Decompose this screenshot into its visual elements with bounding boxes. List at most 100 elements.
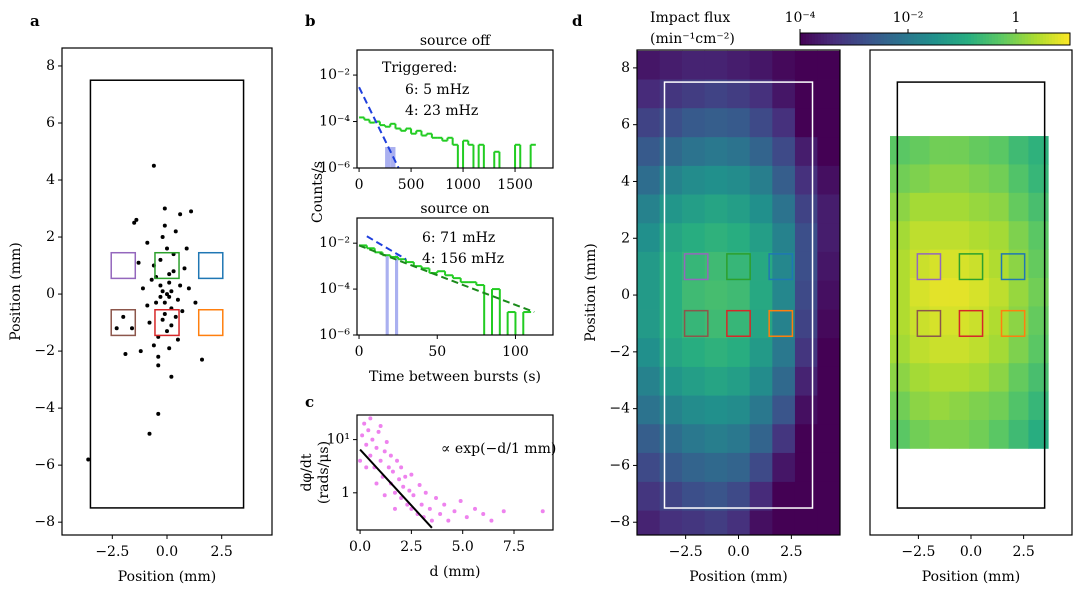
colorbar-tick-label: 1 xyxy=(1012,10,1021,26)
scatter-point xyxy=(86,457,91,462)
colorbar-strip xyxy=(881,33,885,45)
y-tick-label: 6 xyxy=(46,115,55,131)
heatmap-cell xyxy=(794,366,818,396)
heatmap-cell xyxy=(659,165,683,195)
heatmap-cell xyxy=(637,108,661,138)
heatmap-cell xyxy=(988,164,1010,194)
heatmap-cell xyxy=(704,366,728,396)
colorbar-strip xyxy=(1049,33,1053,45)
scatter-point xyxy=(123,351,128,356)
heatmap-cell xyxy=(704,251,728,281)
heatmap-cell xyxy=(727,395,751,425)
colorbar-strip xyxy=(992,33,996,45)
heatmap-cell xyxy=(988,334,1010,364)
heatmap-cell xyxy=(817,424,840,454)
heatmap-cell xyxy=(727,79,751,109)
scatter-point xyxy=(419,502,424,507)
annotation: 4: 156 mHz xyxy=(422,251,504,267)
colorbar-strip xyxy=(851,33,855,45)
y-tick-label: −8 xyxy=(34,514,55,530)
scatter-point xyxy=(429,518,434,523)
y-tick-label: 10¹ xyxy=(327,432,350,448)
colorbar-strip xyxy=(839,33,843,45)
scatter-point xyxy=(169,323,174,328)
colorbar-strip xyxy=(932,33,936,45)
heatmap-cell xyxy=(969,136,990,165)
scatter-point xyxy=(403,474,408,479)
heatmap-cell xyxy=(889,334,911,364)
heatmap-cell xyxy=(659,510,683,535)
scatter-point xyxy=(178,283,183,288)
region-square xyxy=(958,309,984,337)
heatmap-cell xyxy=(749,108,773,138)
scatter-point xyxy=(399,495,404,500)
heatmap-cell xyxy=(988,306,1010,336)
region-square xyxy=(768,309,794,337)
heatmap-cell xyxy=(772,309,796,339)
heatmap-cell xyxy=(794,79,818,109)
y-tick-label: 2 xyxy=(621,230,630,246)
heatmap-cell xyxy=(682,280,706,310)
colorbar-strip xyxy=(884,33,888,45)
colorbar-strip xyxy=(806,33,810,45)
heatmap-cell xyxy=(889,249,911,279)
heatmap-cell xyxy=(659,481,683,511)
heatmap-cell xyxy=(637,395,661,425)
scatter-point xyxy=(184,246,189,251)
heatmap-cell xyxy=(659,79,683,109)
heatmap-cell xyxy=(772,366,796,396)
heatmap-cell xyxy=(1028,136,1049,165)
x-axis-label: d (mm) xyxy=(430,564,481,580)
heatmap-cell xyxy=(727,50,751,80)
scatter-point xyxy=(390,469,395,474)
heatmap-cell xyxy=(817,280,840,310)
y-tick-label: −4 xyxy=(609,401,630,417)
heatmap-cell xyxy=(704,165,728,195)
scatter-point xyxy=(165,329,169,334)
annotation: ∝ exp(−d/1 mm) xyxy=(441,441,556,457)
heatmap-cell xyxy=(637,251,661,281)
heatmap-cell xyxy=(637,452,661,483)
heatmap-cell xyxy=(909,164,930,194)
scatter-point xyxy=(399,465,404,470)
heatmap-cell xyxy=(909,334,930,364)
heatmap-cell xyxy=(749,251,773,281)
x-tick-label: 0.0 xyxy=(727,544,749,560)
scatter-point xyxy=(358,458,363,463)
heatmap-cell xyxy=(794,194,818,224)
heatmap-cell xyxy=(682,223,706,253)
scatter-point xyxy=(167,294,172,299)
heatmap-cell xyxy=(637,223,661,253)
y-tick-label: −6 xyxy=(34,457,55,473)
heatmap-cell xyxy=(929,278,950,307)
heatmap-cell xyxy=(659,280,683,310)
heatmap-cell xyxy=(749,50,773,80)
x-axis-label: Position (mm) xyxy=(118,569,216,585)
heatmap-cell xyxy=(988,136,1010,165)
x-tick-label: 0.0 xyxy=(960,544,982,560)
x-tick-label: 1500 xyxy=(497,177,533,193)
axes-frame xyxy=(356,414,554,531)
colorbar-strip xyxy=(890,33,894,45)
plot-area xyxy=(86,79,245,509)
heatmap-cell xyxy=(704,309,728,339)
x-tick-label: 7.5 xyxy=(503,539,525,555)
heatmap-cell xyxy=(704,510,728,535)
heatmap-cell xyxy=(704,50,728,80)
region-square xyxy=(154,308,180,337)
heatmap-cell xyxy=(749,481,773,511)
fit-line xyxy=(358,244,535,313)
colorbar-strip xyxy=(923,33,927,45)
heatmap-cell xyxy=(1008,391,1029,421)
scatter-point xyxy=(130,326,134,331)
outline-box xyxy=(89,79,245,509)
colorbar-strip xyxy=(1025,33,1029,45)
heatmap-cell xyxy=(794,510,818,535)
colorbar-strip xyxy=(800,33,804,45)
colorbar-strip xyxy=(866,33,870,45)
heatmap-cell xyxy=(727,251,751,281)
heatmap-cell xyxy=(749,137,773,167)
heatmap-cell xyxy=(727,165,751,195)
scatter-point xyxy=(162,206,167,211)
